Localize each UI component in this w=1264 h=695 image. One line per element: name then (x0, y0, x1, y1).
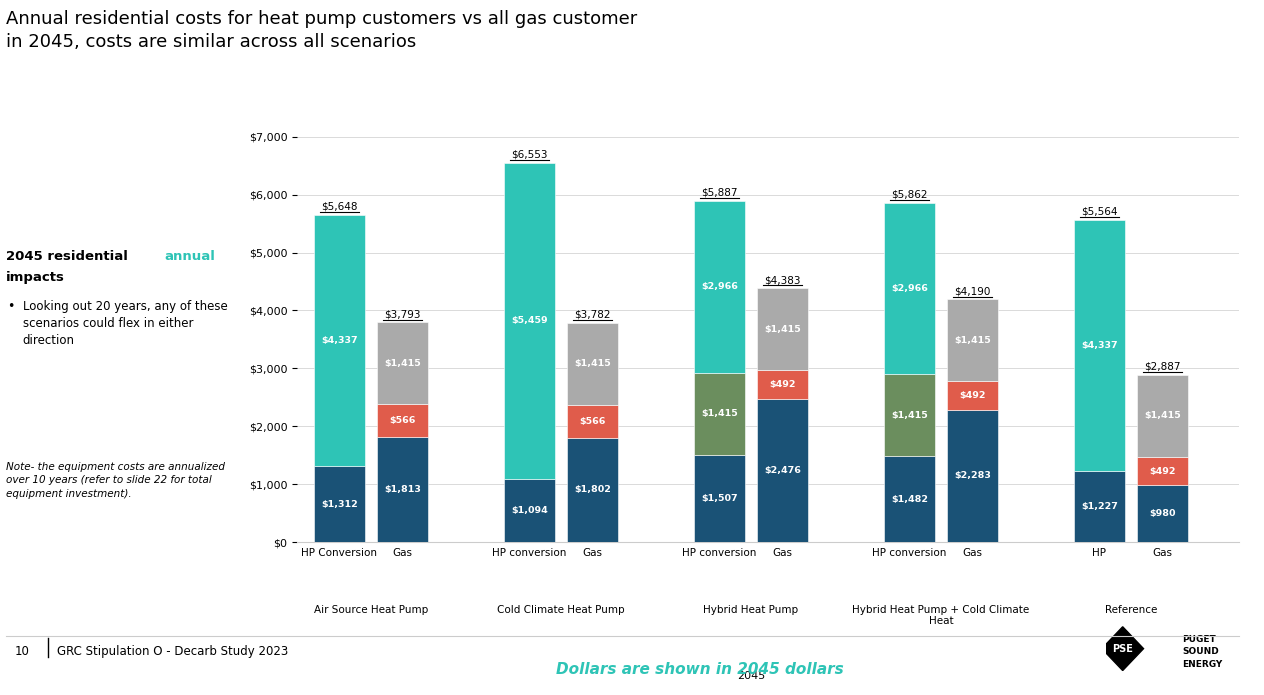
Text: $1,094: $1,094 (511, 506, 547, 515)
Bar (884, 375, 934, 456)
Bar (757, 370, 808, 399)
Text: Hybrid Heat Pump + Cold Climate
Heat: Hybrid Heat Pump + Cold Climate Heat (852, 605, 1030, 626)
Text: $1,415: $1,415 (765, 325, 801, 334)
Text: $2,476: $2,476 (765, 466, 801, 475)
Text: $980: $980 (1149, 509, 1176, 518)
Text: Hybrid Heat Pump: Hybrid Heat Pump (704, 605, 799, 614)
Text: $5,887: $5,887 (702, 188, 738, 198)
Text: $1,415: $1,415 (891, 411, 928, 420)
Bar (694, 201, 744, 373)
Bar (884, 456, 934, 542)
Bar (1138, 375, 1188, 457)
Text: SOUND: SOUND (1183, 647, 1220, 656)
Text: $2,887: $2,887 (1144, 361, 1181, 372)
Bar (504, 479, 555, 542)
Bar (1074, 471, 1125, 542)
Bar (757, 288, 808, 370)
Text: $5,648: $5,648 (321, 202, 358, 212)
Text: $1,415: $1,415 (574, 359, 611, 368)
Text: $1,227: $1,227 (1081, 502, 1117, 511)
Text: $1,415: $1,415 (702, 409, 738, 418)
Bar (313, 466, 364, 542)
Text: $1,507: $1,507 (702, 494, 738, 503)
Text: $5,862: $5,862 (891, 190, 928, 199)
Text: 2045 residential: 2045 residential (6, 250, 133, 263)
Bar (568, 405, 618, 438)
Bar (568, 438, 618, 542)
Text: $492: $492 (770, 380, 796, 389)
Text: $6,553: $6,553 (511, 149, 547, 159)
Text: Looking out 20 years, any of these
scenarios could flex in either
direction: Looking out 20 years, any of these scena… (23, 300, 228, 348)
Bar (1074, 220, 1125, 471)
Bar (1138, 485, 1188, 542)
Text: $2,283: $2,283 (954, 471, 991, 480)
Text: $2,966: $2,966 (891, 284, 928, 293)
Text: PUGET: PUGET (1183, 635, 1216, 644)
Text: $3,793: $3,793 (384, 309, 421, 319)
Bar (504, 163, 555, 479)
Text: Annual residential costs for heat pump customers vs all gas customer
in 2045, co: Annual residential costs for heat pump c… (6, 10, 637, 51)
Text: 10: 10 (15, 645, 30, 658)
Text: $1,482: $1,482 (891, 495, 928, 504)
Text: $1,415: $1,415 (1144, 411, 1181, 420)
Text: 2045: 2045 (737, 671, 765, 681)
Text: annual: annual (164, 250, 215, 263)
Text: $5,564: $5,564 (1081, 206, 1117, 217)
Text: Dollars are shown in 2045 dollars: Dollars are shown in 2045 dollars (556, 662, 844, 677)
Bar (947, 300, 999, 382)
Text: Reference: Reference (1105, 605, 1158, 614)
Text: GRC Stipulation O - Decarb Study 2023: GRC Stipulation O - Decarb Study 2023 (57, 645, 288, 658)
Text: $4,337: $4,337 (1081, 341, 1117, 350)
Text: $566: $566 (579, 417, 605, 426)
Text: $5,459: $5,459 (511, 316, 547, 325)
Bar (694, 373, 744, 455)
Bar (947, 382, 999, 410)
Bar (377, 322, 428, 404)
Text: $1,813: $1,813 (384, 485, 421, 494)
Bar (757, 399, 808, 542)
Text: Note- the equipment costs are annualized
over 10 years (refer to slide 22 for to: Note- the equipment costs are annualized… (6, 462, 225, 498)
Text: ENERGY: ENERGY (1183, 660, 1222, 669)
Bar (568, 323, 618, 405)
Text: PSE: PSE (1112, 644, 1133, 653)
Text: $3,782: $3,782 (574, 310, 611, 320)
Text: $1,802: $1,802 (574, 485, 611, 494)
Bar (694, 455, 744, 542)
Text: $566: $566 (389, 416, 416, 425)
Text: $1,415: $1,415 (384, 359, 421, 368)
Text: $4,337: $4,337 (321, 336, 358, 345)
Bar (884, 202, 934, 375)
Text: Air Source Heat Pump: Air Source Heat Pump (313, 605, 428, 614)
Bar (377, 437, 428, 542)
Text: $2,966: $2,966 (700, 282, 738, 291)
Text: $492: $492 (1149, 466, 1176, 475)
Bar (947, 410, 999, 542)
Text: $4,383: $4,383 (765, 275, 801, 285)
Text: •: • (8, 300, 15, 313)
Polygon shape (1102, 627, 1144, 671)
Bar (313, 215, 364, 466)
Text: $4,190: $4,190 (954, 286, 991, 296)
Text: $492: $492 (959, 391, 986, 400)
Bar (377, 404, 428, 437)
Bar (1138, 457, 1188, 485)
Text: $1,312: $1,312 (321, 500, 358, 509)
Text: impacts: impacts (6, 271, 66, 284)
Text: $1,415: $1,415 (954, 336, 991, 345)
Text: Cold Climate Heat Pump: Cold Climate Heat Pump (497, 605, 624, 614)
